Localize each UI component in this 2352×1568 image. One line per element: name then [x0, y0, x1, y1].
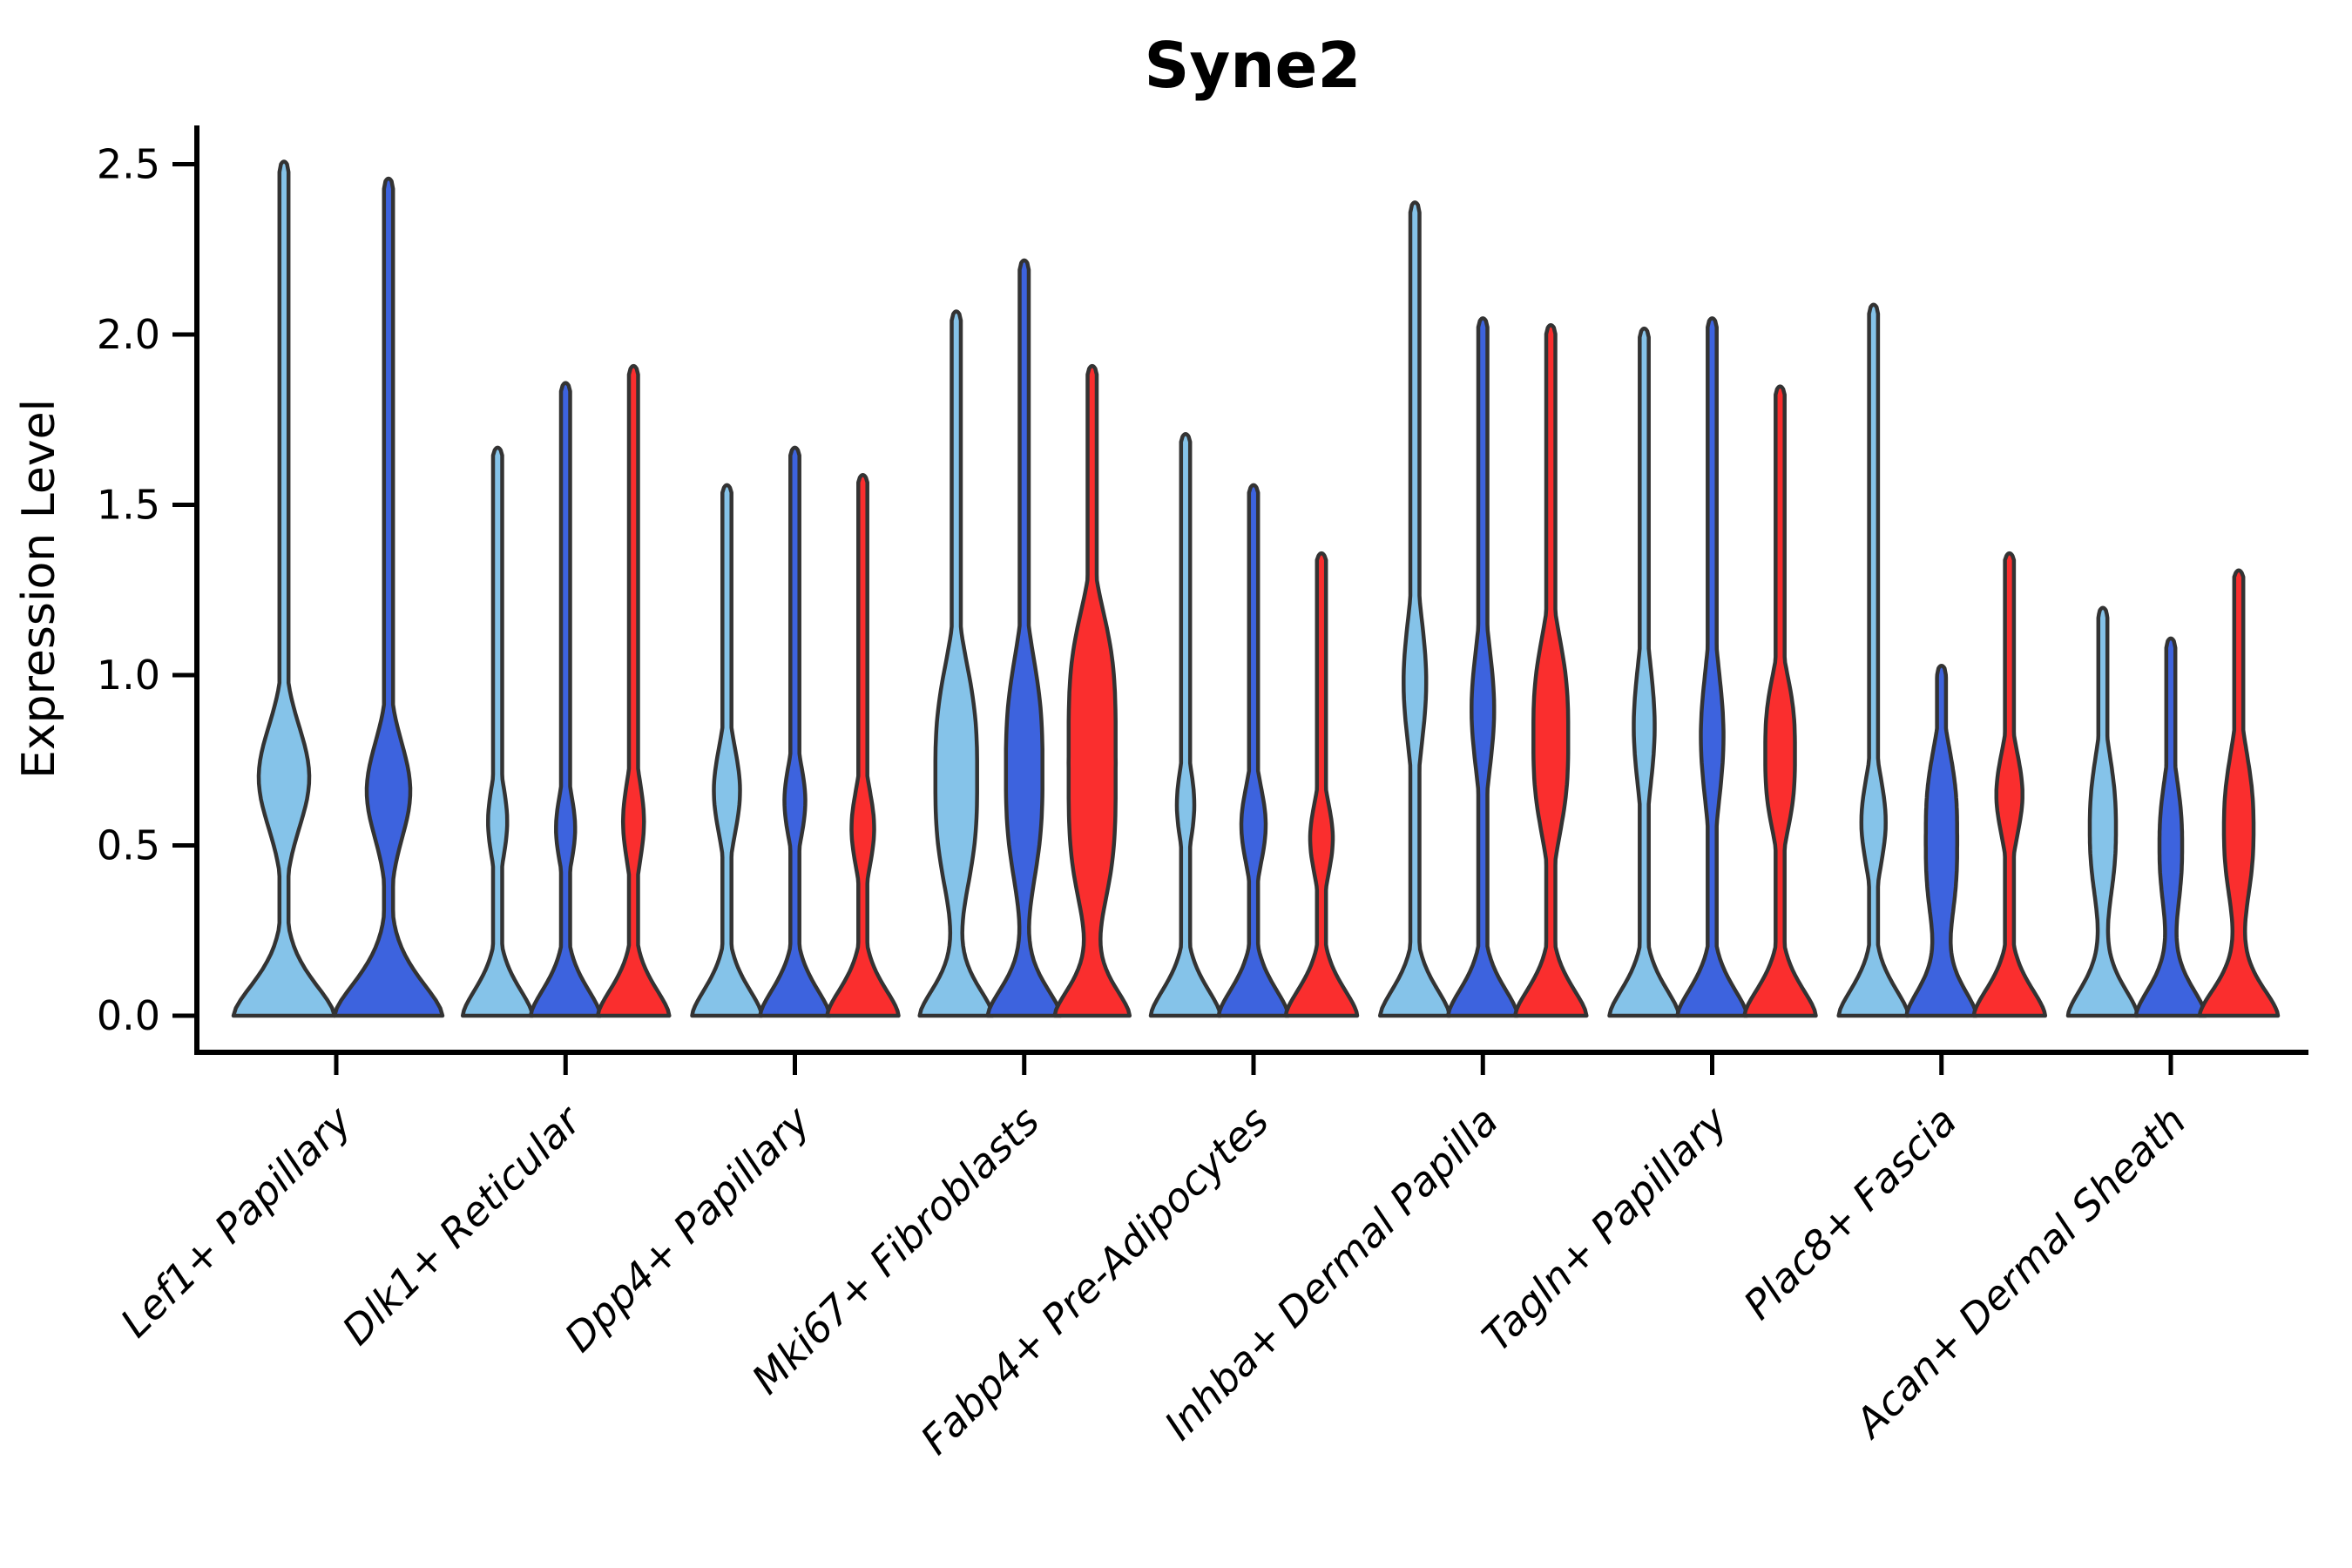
violin-lef1-papillary-series_2 — [332, 176, 445, 1018]
violin-dpp4-papillary-series_3 — [825, 472, 901, 1018]
violin-tagln-papillary-series_3 — [1742, 384, 1818, 1018]
violin-mki67-fibroblasts-series_3 — [1052, 363, 1132, 1018]
violin-fabp4-pre-adipocytes-series_1 — [1148, 432, 1223, 1018]
violin-mki67-fibroblasts-series_1 — [917, 309, 996, 1018]
violin-dpp4-papillary-series_1 — [690, 483, 764, 1018]
violin-inhba-dermal-papilla-series_3 — [1512, 322, 1589, 1018]
violin-tagln-papillary-series_2 — [1675, 316, 1749, 1018]
violin-acan-dermal-sheath-series_2 — [2133, 636, 2208, 1018]
x-tick-label-plac8-fascia: Plac8+ Fascia — [1734, 1098, 1965, 1328]
violin-acan-dermal-sheath-series_3 — [2197, 568, 2281, 1018]
x-tick-label-dpp4-papillary: Dpp4+ Papillary — [556, 1097, 820, 1361]
violin-inhba-dermal-papilla-series_1 — [1377, 200, 1452, 1018]
y-tick-label: 2.0 — [97, 311, 160, 358]
violin-plac8-fascia-series_3 — [1971, 551, 2048, 1018]
y-tick-label: 1.0 — [97, 652, 160, 699]
violin-inhba-dermal-papilla-series_2 — [1445, 316, 1520, 1018]
x-tick-label-dlk1-reticular: Dlk1+ Reticular — [333, 1095, 591, 1354]
violin-plac8-fascia-series_2 — [1904, 663, 1979, 1018]
violin-fabp4-pre-adipocytes-series_2 — [1216, 483, 1291, 1018]
violin-dlk1-reticular-series_1 — [460, 445, 535, 1018]
violin-acan-dermal-sheath-series_1 — [2065, 605, 2140, 1018]
violin-dlk1-reticular-series_3 — [595, 363, 672, 1018]
violin-dlk1-reticular-series_2 — [528, 381, 603, 1018]
x-tick-label-tagln-papillary: Tagln+ Papillary — [1473, 1097, 1737, 1361]
violin-tagln-papillary-series_1 — [1607, 326, 1681, 1018]
y-tick-label: 0.5 — [97, 822, 160, 869]
violin-lef1-papillary-series_1 — [231, 159, 337, 1018]
violin-plac8-fascia-series_1 — [1836, 302, 1911, 1018]
y-tick-label: 2.5 — [97, 141, 160, 188]
x-tick-label-lef1-papillary: Lef1+ Papillary — [112, 1097, 361, 1346]
violin-fabp4-pre-adipocytes-series_3 — [1283, 551, 1360, 1018]
violin-layer — [231, 159, 2281, 1018]
violin-mki67-fibroblasts-series_2 — [985, 258, 1064, 1018]
chart-title: Syne2 — [1145, 29, 1362, 102]
violin-dpp4-papillary-series_2 — [758, 445, 832, 1018]
y-tick-label: 1.5 — [97, 482, 160, 529]
y-axis-label: Expression Level — [13, 399, 65, 779]
y-tick-label: 0.0 — [97, 992, 160, 1039]
